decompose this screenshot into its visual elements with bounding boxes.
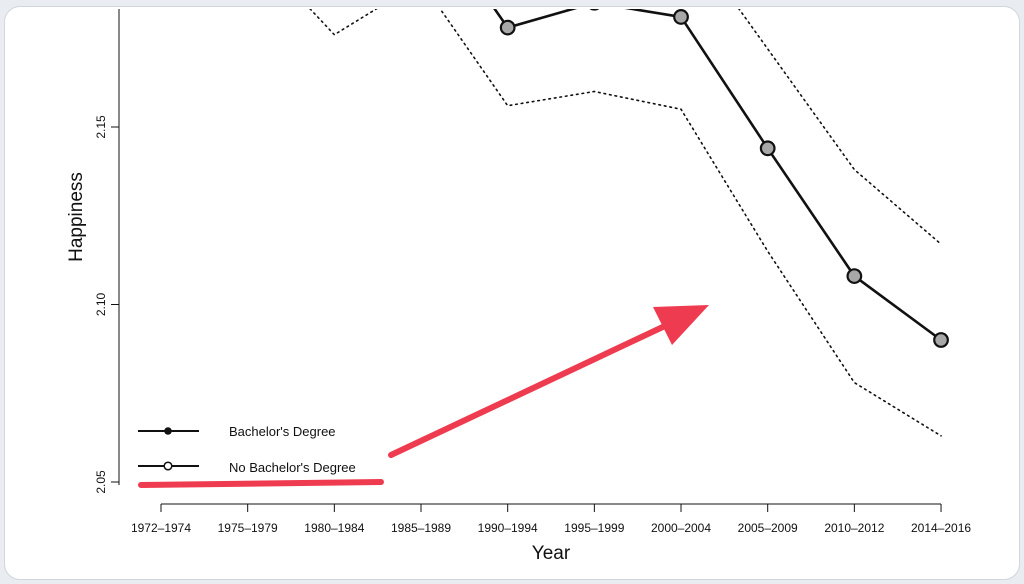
red-arrow-head [653, 305, 709, 345]
y-tick-label: 2.10 [94, 292, 108, 316]
x-tick-label: 1990–1994 [478, 521, 538, 535]
tweet-image-card: 2.052.102.152.202.252.30 1972–19741975–1… [4, 6, 1020, 580]
x-tick-label: 1985–1989 [391, 521, 451, 535]
data-point [673, 9, 689, 25]
y-tick-label: 2.05 [94, 470, 108, 494]
x-tick-label: 2014–2016 [911, 521, 971, 535]
x-tick-label: 2005–2009 [738, 521, 798, 535]
x-tick-label: 1980–1984 [304, 521, 364, 535]
data-point [846, 268, 863, 285]
x-tick-label: 2000–2004 [651, 521, 711, 535]
y-axis-title: Happiness [66, 172, 87, 262]
data-point [499, 19, 516, 36]
x-tick-label: 1975–1979 [218, 521, 278, 535]
red-underline-mark [138, 479, 384, 488]
legend-label-bachelor: Bachelor's Degree [229, 424, 336, 439]
happiness-line-chart: 2.052.102.152.202.252.30 1972–19741975–1… [66, 9, 971, 564]
red-arrow-shaft [388, 322, 670, 458]
x-axis-title: Year [532, 543, 571, 564]
y-axis: 2.052.102.152.202.252.30 [94, 9, 120, 494]
data-point [759, 140, 776, 157]
red-annotation [138, 305, 709, 488]
x-tick-label: 1972–1974 [131, 521, 191, 535]
ci-upper-line [738, 9, 942, 245]
ci-lower-line [309, 9, 942, 437]
series-no-bachelor [309, 9, 949, 437]
data-point [589, 9, 600, 11]
x-tick-label: 2010–2012 [824, 521, 884, 535]
x-axis: 1972–1974 1975–1979 1980–1984 1985–1989 1990… [131, 503, 971, 535]
data-point [933, 332, 949, 348]
x-tick-label: 1995–1999 [564, 521, 624, 535]
legend: Bachelor's Degree No Bachelor's Degree [138, 424, 356, 475]
legend-marker-no-bachelor [163, 461, 173, 471]
series-line [493, 9, 942, 342]
legend-marker-bachelor [164, 427, 172, 435]
y-tick-label: 2.15 [94, 115, 108, 139]
legend-label-no-bachelor: No Bachelor's Degree [229, 460, 356, 475]
